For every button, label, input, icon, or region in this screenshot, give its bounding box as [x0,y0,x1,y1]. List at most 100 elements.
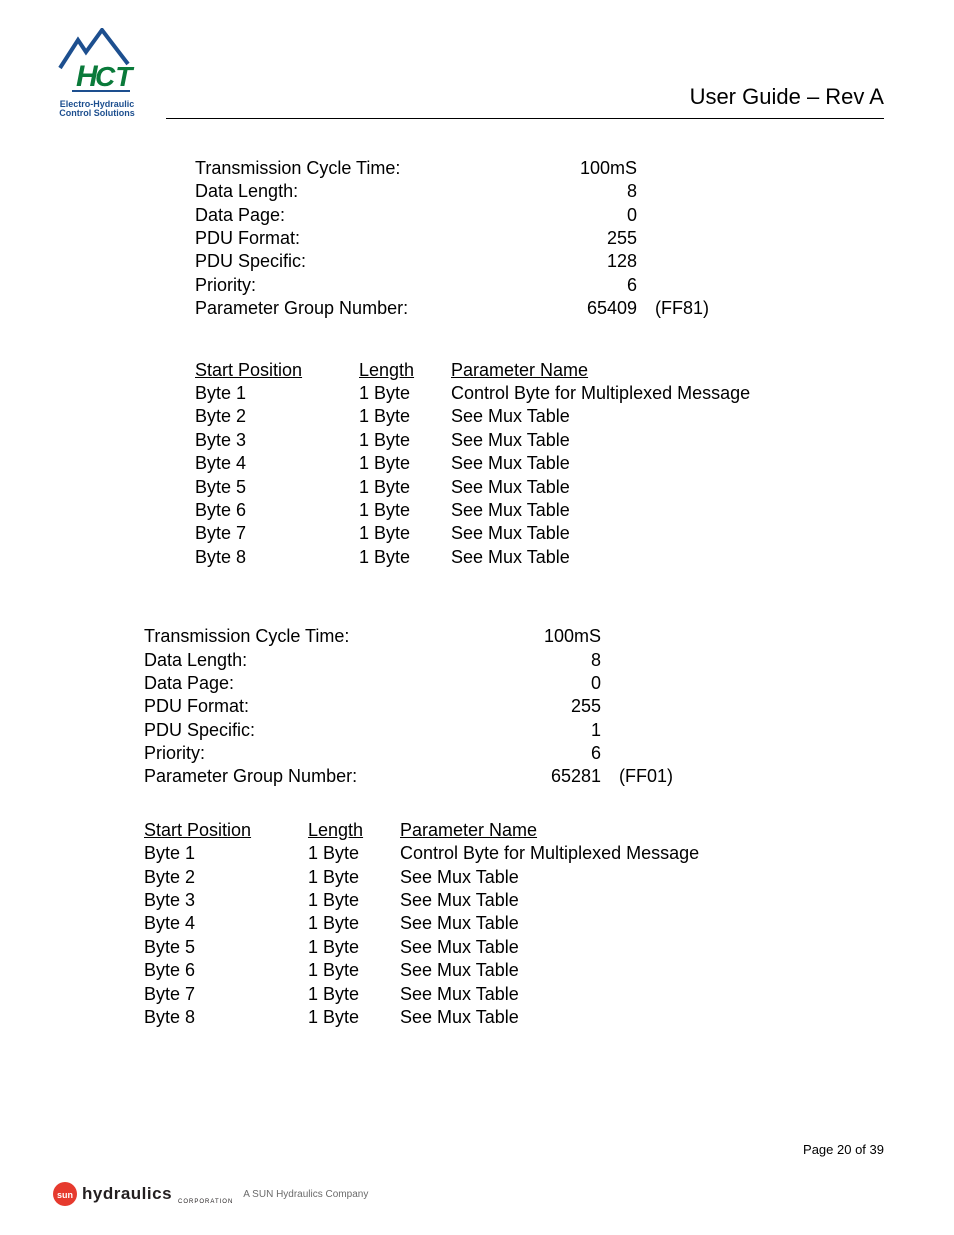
cell-length: 1 Byte [359,452,451,475]
footer-subtitle: A SUN Hydraulics Company [243,1189,368,1200]
cell-length: 1 Byte [359,476,451,499]
param-row: Byte 41 ByteSee Mux Table [195,452,954,475]
logo-line2: Control Solutions [59,108,135,118]
cell-param-name: See Mux Table [451,546,954,569]
param-row: Byte 31 ByteSee Mux Table [144,889,954,912]
spec-row: Priority:6 [195,274,954,297]
page-number: Page 20 of 39 [52,1142,884,1157]
spec-row: Priority:6 [144,742,954,765]
spec-row: Data Length:8 [195,180,954,203]
spec-row: Parameter Group Number:65281(FF01) [144,765,954,788]
cell-start: Byte 3 [144,889,308,912]
hdr-param-name: Parameter Name [400,819,954,842]
param-row: Byte 51 ByteSee Mux Table [144,936,954,959]
cell-param-name: See Mux Table [400,959,954,982]
spec-label: PDU Format: [144,695,446,718]
brand-name: hydraulics [82,1184,172,1204]
param-row: Byte 81 ByteSee Mux Table [144,1006,954,1029]
sun-logo-icon: sun hydraulics CORPORATION [52,1181,233,1207]
hdr-param-name: Parameter Name [451,359,954,382]
spec-list-2: Transmission Cycle Time:100mSData Length… [144,625,954,789]
spec-label: PDU Specific: [195,250,497,273]
param-row: Byte 21 ByteSee Mux Table [195,405,954,428]
cell-param-name: See Mux Table [451,499,954,522]
spec-row: Transmission Cycle Time:100mS [195,157,954,180]
brand-corp: CORPORATION [178,1199,233,1205]
hdr-length: Length [359,359,451,382]
spec-label: Priority: [144,742,446,765]
message-block-2: Transmission Cycle Time:100mSData Length… [144,625,954,1029]
cell-param-name: See Mux Table [451,452,954,475]
spec-label: Transmission Cycle Time: [144,625,446,648]
spec-label: Parameter Group Number: [195,297,497,320]
spec-label: Data Length: [195,180,497,203]
spec-label: Transmission Cycle Time: [195,157,497,180]
cell-length: 1 Byte [359,405,451,428]
cell-start: Byte 5 [144,936,308,959]
spec-value: 0 [497,204,637,227]
spec-value: 0 [446,672,601,695]
sun-text: sun [57,1190,73,1200]
cell-length: 1 Byte [308,959,400,982]
spec-value: 65409 [497,297,637,320]
spec-value: 128 [497,250,637,273]
cell-start: Byte 6 [195,499,359,522]
cell-start: Byte 7 [144,983,308,1006]
param-row: Byte 41 ByteSee Mux Table [144,912,954,935]
spec-row: Data Length:8 [144,649,954,672]
doc-title: User Guide – Rev A [136,84,884,110]
cell-length: 1 Byte [308,912,400,935]
spec-row: Data Page:0 [195,204,954,227]
cell-start: Byte 5 [195,476,359,499]
page-header: H CT Electro-Hydraulic Control Solutions… [0,0,954,119]
cell-param-name: See Mux Table [400,866,954,889]
spec-row: PDU Format:255 [195,227,954,250]
cell-length: 1 Byte [308,936,400,959]
spec-value: 6 [497,274,637,297]
param-row: Byte 71 ByteSee Mux Table [144,983,954,1006]
spec-value: 255 [446,695,601,718]
mountain-logo-icon: H CT [58,28,136,98]
cell-start: Byte 4 [144,912,308,935]
cell-length: 1 Byte [308,842,400,865]
spec-extra: (FF81) [655,297,709,320]
hct-logo: H CT Electro-Hydraulic Control Solutions [58,28,136,119]
cell-param-name: See Mux Table [400,912,954,935]
param-header-row: Start Position Length Parameter Name [195,359,954,382]
spec-row: PDU Format:255 [144,695,954,718]
param-row: Byte 61 ByteSee Mux Table [144,959,954,982]
spec-label: Data Length: [144,649,446,672]
spec-value: 8 [446,649,601,672]
cell-param-name: Control Byte for Multiplexed Message [400,842,954,865]
param-header-row: Start Position Length Parameter Name [144,819,954,842]
cell-param-name: See Mux Table [400,889,954,912]
cell-start: Byte 3 [195,429,359,452]
hdr-length: Length [308,819,400,842]
param-table-2: Start Position Length Parameter Name Byt… [144,819,954,1030]
cell-length: 1 Byte [359,499,451,522]
cell-length: 1 Byte [359,382,451,405]
cell-param-name: See Mux Table [451,476,954,499]
spec-value: 65281 [446,765,601,788]
cell-start: Byte 8 [144,1006,308,1029]
spec-row: PDU Specific:1 [144,719,954,742]
spec-value: 255 [497,227,637,250]
spec-label: Data Page: [195,204,497,227]
cell-length: 1 Byte [359,546,451,569]
cell-start: Byte 8 [195,546,359,569]
cell-start: Byte 6 [144,959,308,982]
spec-label: PDU Format: [195,227,497,250]
spec-list-1: Transmission Cycle Time:100mSData Length… [195,157,954,321]
spec-row: Transmission Cycle Time:100mS [144,625,954,648]
cell-length: 1 Byte [308,866,400,889]
cell-param-name: See Mux Table [400,983,954,1006]
cell-start: Byte 4 [195,452,359,475]
spec-label: Data Page: [144,672,446,695]
spec-label: Parameter Group Number: [144,765,446,788]
cell-param-name: See Mux Table [400,936,954,959]
footer-logo: sun hydraulics CORPORATION A SUN Hydraul… [52,1181,884,1207]
param-table-1: Start Position Length Parameter Name Byt… [195,359,954,570]
header-right: User Guide – Rev A [136,84,884,119]
spec-value: 100mS [497,157,637,180]
hdr-start: Start Position [195,359,359,382]
